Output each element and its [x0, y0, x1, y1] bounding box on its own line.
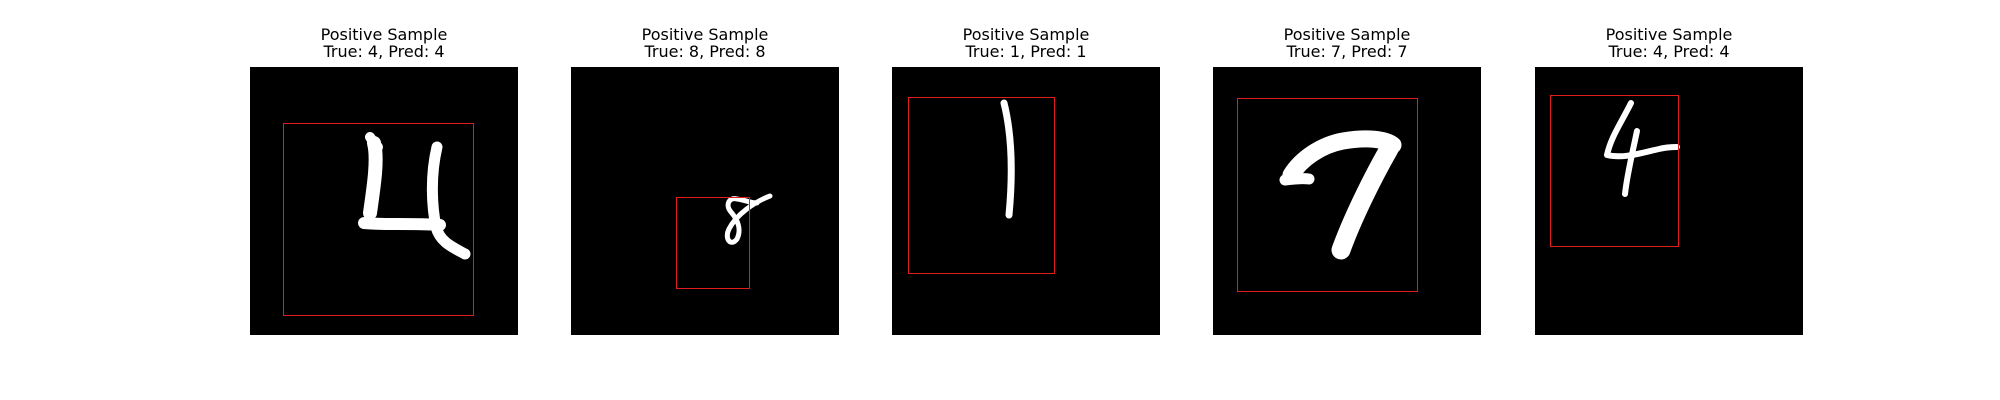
panel-title: Positive Sample True: 8, Pred: 8	[571, 26, 839, 62]
panel-heading: Positive Sample	[641, 25, 769, 44]
sample-panel: Positive Sample True: 4, Pred: 4	[250, 26, 518, 335]
digit-image	[1213, 67, 1481, 335]
detection-box	[676, 197, 750, 289]
handwritten-digit-four-glyph	[358, 132, 471, 260]
panel-label-line: True: 4, Pred: 4	[323, 42, 445, 61]
digit-image	[892, 67, 1160, 335]
detection-box	[1550, 95, 1679, 247]
panel-label-line: True: 8, Pred: 8	[644, 42, 766, 61]
panel-title: Positive Sample True: 1, Pred: 1	[892, 26, 1160, 62]
sample-panel: Positive Sample True: 8, Pred: 8	[571, 26, 839, 335]
handwritten-digit-one-glyph	[1000, 99, 1015, 219]
digit-image	[1535, 67, 1803, 335]
panel-label-line: True: 4, Pred: 4	[1608, 42, 1730, 61]
digit-image	[250, 67, 518, 335]
sample-panel: Positive Sample True: 4, Pred: 4	[1535, 26, 1803, 335]
handwritten-digit-eight-glyph	[724, 193, 773, 245]
sample-panel: Positive Sample True: 1, Pred: 1	[892, 26, 1160, 335]
panel-label-line: True: 1, Pred: 1	[965, 42, 1087, 61]
sample-panel: Positive Sample True: 7, Pred: 7	[1213, 26, 1481, 335]
panel-title: Positive Sample True: 7, Pred: 7	[1213, 26, 1481, 62]
handwritten-digit-seven-glyph	[1279, 130, 1402, 260]
digit-image	[571, 67, 839, 335]
panel-heading: Positive Sample	[1283, 25, 1411, 44]
handwritten-digit-four-glyph	[1604, 100, 1680, 197]
panel-title: Positive Sample True: 4, Pred: 4	[250, 26, 518, 62]
detection-box	[1237, 98, 1418, 292]
panel-heading: Positive Sample	[1605, 25, 1733, 44]
detection-box	[908, 97, 1055, 274]
panel-heading: Positive Sample	[320, 25, 448, 44]
detection-box	[283, 123, 474, 316]
panel-label-line: True: 7, Pred: 7	[1286, 42, 1408, 61]
panel-heading: Positive Sample	[962, 25, 1090, 44]
panel-title: Positive Sample True: 4, Pred: 4	[1535, 26, 1803, 62]
